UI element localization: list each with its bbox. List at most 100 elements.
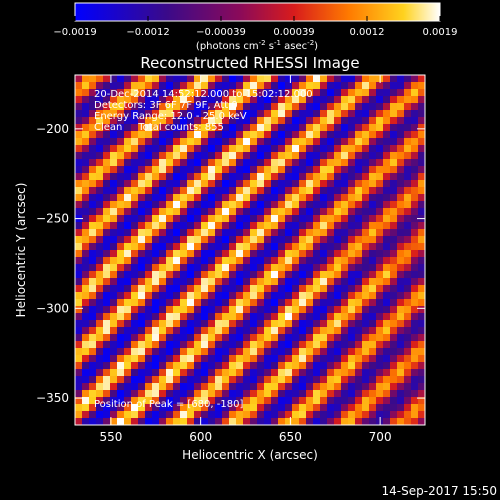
heatmap-cell bbox=[145, 236, 153, 244]
heatmap-cell bbox=[418, 208, 425, 216]
heatmap-cell bbox=[250, 257, 258, 265]
heatmap-cell bbox=[229, 327, 237, 335]
heatmap-cell bbox=[397, 306, 405, 314]
heatmap-cell bbox=[264, 152, 272, 160]
heatmap-cell bbox=[110, 103, 118, 111]
heatmap-cell bbox=[131, 383, 139, 391]
heatmap-cell bbox=[187, 103, 195, 111]
heatmap-cell bbox=[369, 397, 377, 405]
heatmap-cell bbox=[278, 89, 286, 97]
y-tick-label: −350 bbox=[36, 391, 69, 405]
heatmap-cell bbox=[222, 362, 230, 370]
heatmap-cell bbox=[418, 180, 425, 188]
heatmap-cell bbox=[159, 355, 167, 363]
heatmap-cell bbox=[89, 82, 97, 90]
heatmap-cell bbox=[180, 348, 188, 356]
heatmap-cell bbox=[355, 362, 363, 370]
heatmap-cell bbox=[418, 96, 425, 104]
heatmap-cell bbox=[96, 278, 104, 286]
heatmap-cell bbox=[404, 138, 412, 146]
heatmap-cell bbox=[236, 285, 244, 293]
heatmap-cell bbox=[299, 362, 307, 370]
heatmap-cell bbox=[278, 376, 286, 384]
heatmap-cell bbox=[145, 131, 153, 139]
heatmap-cell bbox=[376, 313, 384, 321]
heatmap-cell bbox=[173, 264, 181, 272]
heatmap-cell bbox=[229, 348, 237, 356]
heatmap-cell bbox=[320, 159, 328, 167]
heatmap-cell bbox=[355, 215, 363, 223]
heatmap-cell bbox=[334, 215, 342, 223]
heatmap-cell bbox=[138, 166, 146, 174]
heatmap-cell bbox=[292, 201, 300, 209]
heatmap-cell bbox=[173, 159, 181, 167]
heatmap-cell bbox=[334, 306, 342, 314]
heatmap-cell bbox=[348, 243, 356, 251]
heatmap-cell bbox=[390, 236, 398, 244]
heatmap-cell bbox=[397, 89, 405, 97]
heatmap-cell bbox=[334, 208, 342, 216]
heatmap-cell bbox=[376, 404, 384, 412]
heatmap-cell bbox=[334, 82, 342, 90]
heatmap-cell bbox=[383, 117, 391, 125]
heatmap-cell bbox=[103, 138, 111, 146]
heatmap-cell bbox=[278, 250, 286, 258]
heatmap-cell bbox=[285, 383, 293, 391]
heatmap-cell bbox=[292, 320, 300, 328]
heatmap-cell bbox=[348, 131, 356, 139]
heatmap-cell bbox=[208, 96, 216, 104]
heatmap-cell bbox=[285, 348, 293, 356]
heatmap-cell bbox=[306, 89, 314, 97]
heatmap-cell bbox=[390, 187, 398, 195]
heatmap-cell bbox=[236, 152, 244, 160]
heatmap-cell bbox=[376, 89, 384, 97]
heatmap-cell bbox=[390, 152, 398, 160]
heatmap-cell bbox=[327, 236, 335, 244]
heatmap-cell bbox=[369, 327, 377, 335]
heatmap-cell bbox=[390, 110, 398, 118]
heatmap-cell bbox=[320, 166, 328, 174]
heatmap-cell bbox=[96, 411, 104, 419]
heatmap-cell bbox=[208, 124, 216, 132]
heatmap-cell bbox=[390, 292, 398, 300]
heatmap-cell bbox=[341, 117, 349, 125]
heatmap-cell bbox=[222, 138, 230, 146]
heatmap-cell bbox=[390, 411, 398, 419]
heatmap-cell bbox=[173, 75, 181, 83]
heatmap-cell bbox=[124, 215, 132, 223]
heatmap-cell bbox=[397, 320, 405, 328]
heatmap-cell bbox=[131, 257, 139, 265]
heatmap-cell bbox=[103, 383, 111, 391]
heatmap-cell bbox=[236, 208, 244, 216]
heatmap-cell bbox=[355, 383, 363, 391]
heatmap-cell bbox=[75, 369, 83, 377]
heatmap-cell bbox=[313, 257, 321, 265]
heatmap-cell bbox=[75, 152, 83, 160]
heatmap-cell bbox=[383, 173, 391, 181]
heatmap-cell bbox=[264, 320, 272, 328]
heatmap-cell bbox=[376, 236, 384, 244]
heatmap-cell bbox=[124, 404, 132, 412]
heatmap-cell bbox=[103, 229, 111, 237]
heatmap-cell bbox=[292, 418, 300, 425]
heatmap-cell bbox=[306, 110, 314, 118]
heatmap-cell bbox=[418, 194, 425, 202]
heatmap-cell bbox=[82, 82, 90, 90]
heatmap-cell bbox=[341, 194, 349, 202]
heatmap-cell bbox=[145, 75, 153, 83]
heatmap-cell bbox=[215, 138, 223, 146]
heatmap-cell bbox=[348, 159, 356, 167]
heatmap-cell bbox=[362, 299, 370, 307]
heatmap-cell bbox=[264, 327, 272, 335]
heatmap-cell bbox=[250, 404, 258, 412]
heatmap-cell bbox=[145, 313, 153, 321]
heatmap-cell bbox=[313, 75, 321, 83]
heatmap-cell bbox=[271, 201, 279, 209]
heatmap-cell bbox=[313, 180, 321, 188]
heatmap-cell bbox=[215, 341, 223, 349]
heatmap-cell bbox=[131, 96, 139, 104]
heatmap-cell bbox=[82, 117, 90, 125]
heatmap-cell bbox=[75, 222, 83, 230]
heatmap-cell bbox=[138, 292, 146, 300]
heatmap-cell bbox=[299, 208, 307, 216]
